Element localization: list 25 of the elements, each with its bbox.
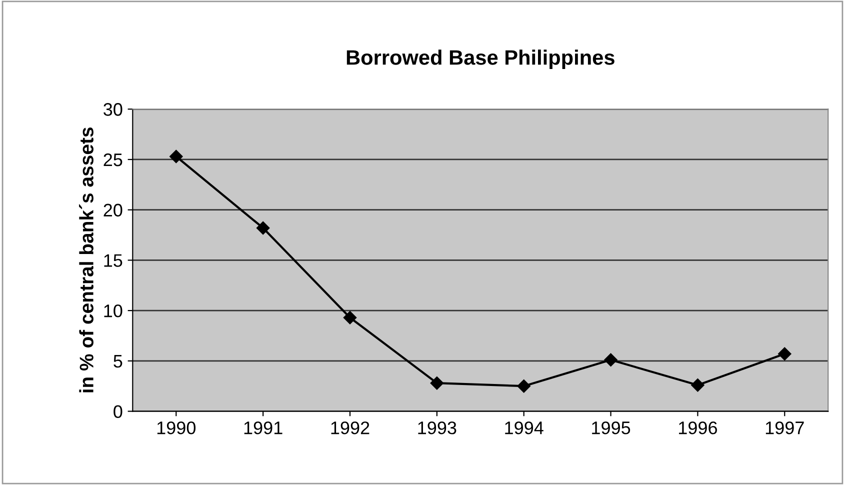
point bbox=[430, 376, 444, 390]
x-tick-label: 1996 bbox=[679, 421, 717, 434]
y-tick-label: 25 bbox=[104, 153, 122, 166]
y-tick-label: 30 bbox=[104, 103, 122, 116]
x-tick-label: 1992 bbox=[331, 421, 370, 434]
y-tick-label: 5 bbox=[114, 355, 122, 368]
point bbox=[343, 311, 357, 324]
point bbox=[256, 221, 270, 235]
x-tick-label: 1993 bbox=[418, 421, 456, 434]
y-tick-label: 20 bbox=[104, 204, 122, 217]
y-tick-label: 15 bbox=[104, 254, 122, 267]
x-tick-label: 1990 bbox=[157, 421, 196, 434]
x-tick-label: 1994 bbox=[505, 421, 544, 434]
x-tick-label: 1991 bbox=[244, 421, 282, 434]
x-tick-label: 1995 bbox=[592, 421, 630, 434]
point bbox=[778, 347, 792, 360]
y-tick-label: 0 bbox=[114, 405, 122, 418]
point bbox=[691, 378, 704, 392]
y-tick-label: 10 bbox=[104, 304, 122, 318]
point bbox=[170, 150, 183, 164]
point bbox=[517, 380, 530, 393]
x-tick-label: 1997 bbox=[766, 421, 804, 434]
chart-title: Borrowed Base Philippines bbox=[346, 50, 614, 70]
point bbox=[604, 353, 618, 366]
y-axis-title: in % of central bank´s assets bbox=[79, 128, 94, 392]
